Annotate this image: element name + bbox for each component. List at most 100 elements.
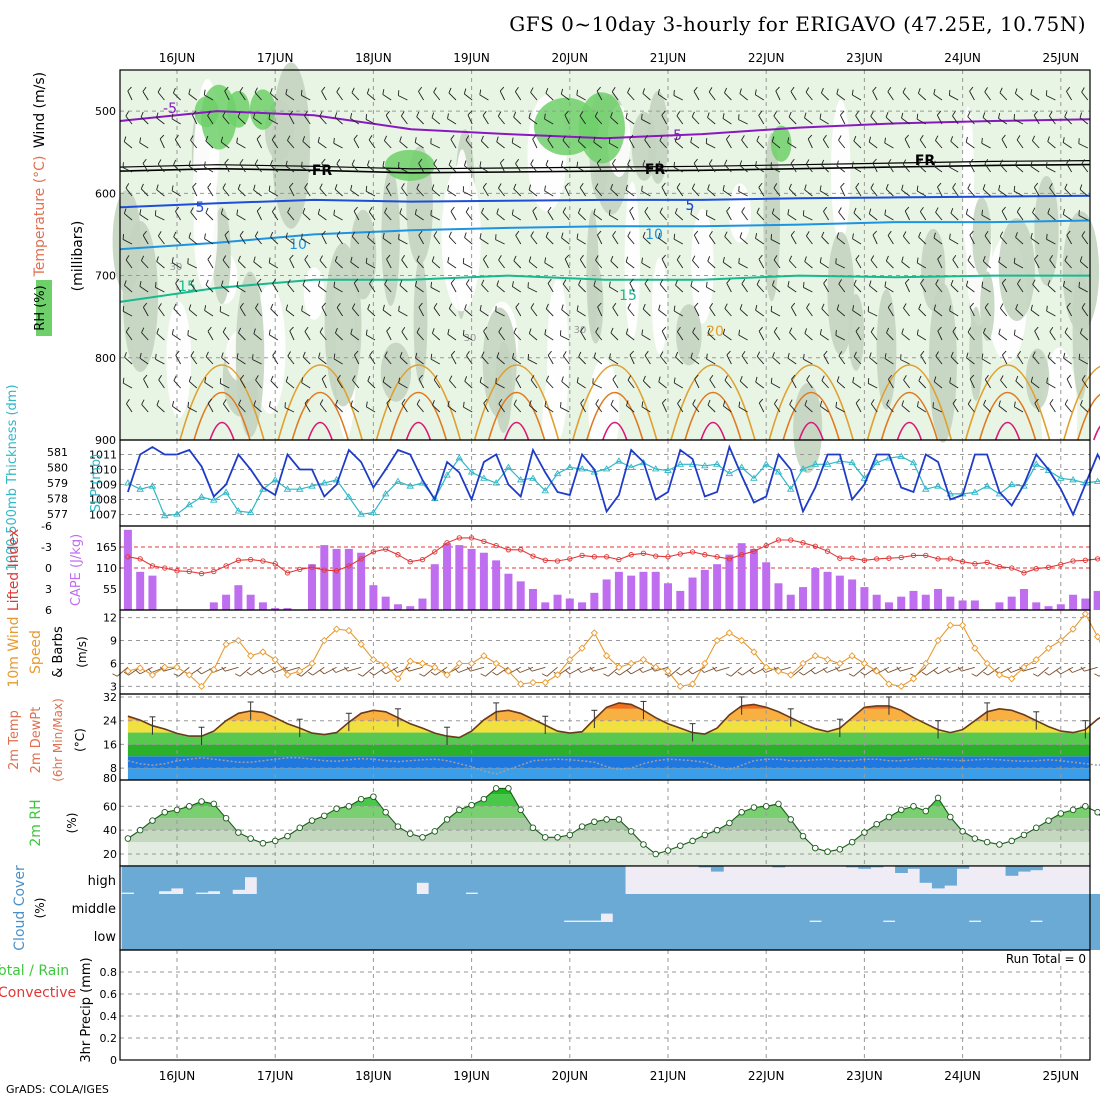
- barb-shaft: [156, 117, 165, 125]
- barb-shaft: [415, 214, 424, 221]
- barb-flag: [188, 376, 192, 382]
- rh-region: [381, 168, 400, 306]
- barb-shaft: [125, 115, 133, 125]
- barb-flag: [207, 182, 212, 188]
- cape-bar: [737, 543, 746, 610]
- barb-shaft: [593, 141, 603, 149]
- barb-flag: [1081, 303, 1086, 309]
- barb-flag: [515, 374, 520, 380]
- barb-shaft: [192, 186, 198, 197]
- temp-band: [127, 744, 1090, 757]
- barb-shaft: [125, 187, 133, 197]
- wind-barb: [268, 113, 279, 125]
- barb-shaft: [819, 190, 829, 197]
- wind-barb: [190, 207, 198, 221]
- rh-point: [456, 806, 463, 814]
- barb-flag: [433, 375, 438, 380]
- wind-barb: [659, 135, 667, 149]
- wind-barb: [1016, 135, 1024, 149]
- barb-shaft: [367, 236, 376, 245]
- wind-barb: [755, 376, 765, 389]
- wind-barb: [270, 303, 279, 317]
- barb-shaft: [369, 355, 376, 365]
- rh-region: [547, 278, 569, 440]
- barb-shaft: [498, 259, 505, 269]
- surface-wind-barb: [810, 666, 828, 675]
- wind-barb: [1032, 279, 1040, 293]
- wind-barb: [868, 136, 878, 149]
- barb-flag: [560, 88, 564, 95]
- barb-flag: [173, 375, 177, 381]
- barb-shaft: [788, 188, 797, 197]
- rh-point: [836, 846, 844, 853]
- rh-point: [394, 823, 402, 830]
- barb-shaft: [373, 666, 386, 676]
- wind-barb: [916, 185, 927, 197]
- barb-shaft: [965, 141, 975, 149]
- barb-shaft: [595, 259, 603, 269]
- barb-flag: [593, 208, 596, 215]
- thickness-point: [160, 511, 169, 519]
- barb-flag: [351, 303, 356, 309]
- barb-shaft: [690, 213, 700, 221]
- barb-flag: [464, 304, 467, 310]
- wind-barb: [496, 352, 505, 365]
- li-point: [665, 554, 671, 560]
- barb-shaft: [122, 239, 133, 245]
- barb-flag: [967, 399, 972, 405]
- isotherm-25: [782, 391, 840, 441]
- cape-bar: [136, 571, 145, 610]
- wind-barb: [385, 182, 392, 197]
- barb-flag: [805, 159, 810, 165]
- rh-point: [517, 806, 524, 814]
- wind-barb: [821, 375, 829, 389]
- wind-barb: [965, 136, 975, 149]
- wind-speed-point: [885, 680, 893, 688]
- wind-barb: [561, 232, 570, 245]
- barb-shaft: [532, 210, 538, 221]
- cloud-cell: [907, 922, 921, 950]
- barb-shaft: [515, 235, 522, 245]
- barb-flag: [870, 111, 874, 117]
- barb-shaft: [693, 234, 700, 245]
- barb-shaft: [826, 666, 841, 673]
- wind-barb: [367, 375, 376, 389]
- wind-barb: [333, 281, 343, 293]
- barb-shaft: [658, 309, 667, 317]
- wind-barb: [835, 258, 845, 269]
- barb-flag: [219, 306, 222, 312]
- thickness-point: [173, 510, 181, 517]
- barb-shaft: [949, 94, 959, 101]
- barb-shaft: [1015, 93, 1024, 101]
- wind-barb: [203, 89, 214, 101]
- barb-shaft: [528, 261, 538, 269]
- li-point: [272, 561, 278, 567]
- wind-barb: [791, 374, 797, 389]
- wind-barb: [317, 136, 327, 149]
- barb-shaft: [190, 283, 198, 293]
- barb-flag: [982, 327, 986, 334]
- surface-wind-barb: [688, 666, 706, 675]
- barb-flag: [596, 158, 602, 164]
- barb-flag: [969, 302, 974, 308]
- wind-barb: [351, 231, 360, 245]
- rh-point: [689, 837, 696, 845]
- barb-flag: [127, 86, 132, 92]
- barb-flag: [933, 376, 937, 382]
- barb-shaft: [496, 357, 505, 365]
- barb-shaft: [382, 166, 392, 173]
- cloud-cell: [281, 894, 295, 922]
- wind-barb: [998, 256, 1008, 269]
- cloud-cell: [563, 894, 577, 921]
- wind-barb: [447, 257, 457, 269]
- barb-shaft: [659, 212, 667, 221]
- barb-shaft: [189, 666, 202, 676]
- barb-shaft: [237, 116, 246, 125]
- wind-barb: [384, 279, 392, 293]
- wind-barb: [414, 280, 424, 293]
- barb-flag: [589, 666, 594, 672]
- cape-bar: [1056, 604, 1065, 610]
- barb-flag: [1016, 135, 1021, 141]
- wind-barb: [433, 375, 441, 389]
- wind-barb: [774, 399, 781, 413]
